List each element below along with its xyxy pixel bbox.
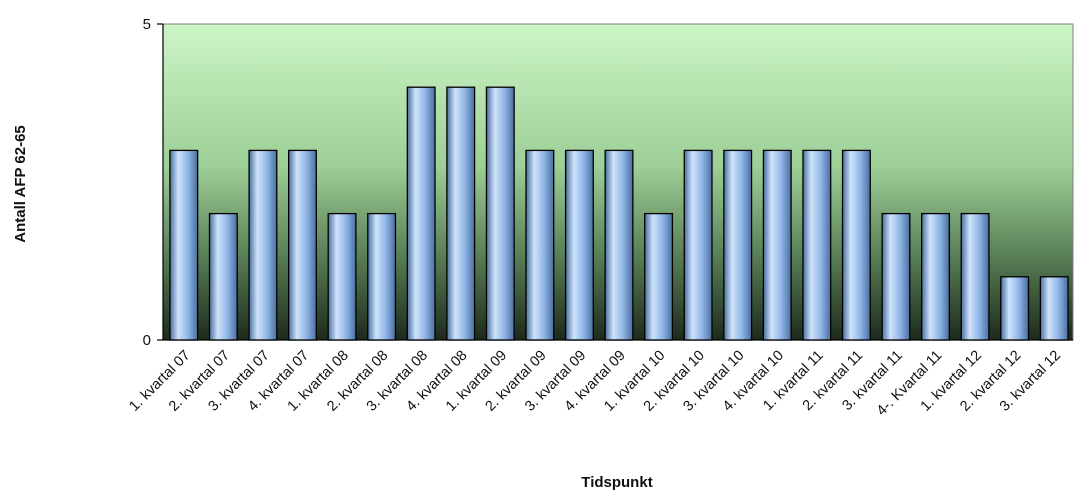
bar [169,149,199,341]
bar [723,149,753,341]
bar [367,212,397,341]
bar [248,149,278,341]
x-labels-group: 1. kvartal 072. kvartal 073. kvartal 074… [126,348,1064,420]
bar [841,149,871,341]
bar [921,212,951,341]
bar [406,86,436,341]
bar [564,149,594,341]
bar [802,149,832,341]
bar [881,212,911,341]
bar [1039,276,1069,341]
bars-group [169,86,1069,341]
bar [525,149,555,341]
bar [208,212,238,341]
bar [1000,276,1030,341]
bar [287,149,317,341]
bar [327,212,357,341]
y-tick-label: 5 [143,16,151,33]
y-ticks-group: 05 [143,16,163,349]
bar [960,212,990,341]
y-axis-title: Antall AFP 62-65 [12,125,29,243]
bar [604,149,634,341]
bar [485,86,515,341]
bar [762,149,792,341]
x-axis-title: Tidspunkt [581,474,652,491]
bar [446,86,476,341]
bar [683,149,713,341]
y-tick-label: 0 [143,332,151,349]
bar [644,212,674,341]
